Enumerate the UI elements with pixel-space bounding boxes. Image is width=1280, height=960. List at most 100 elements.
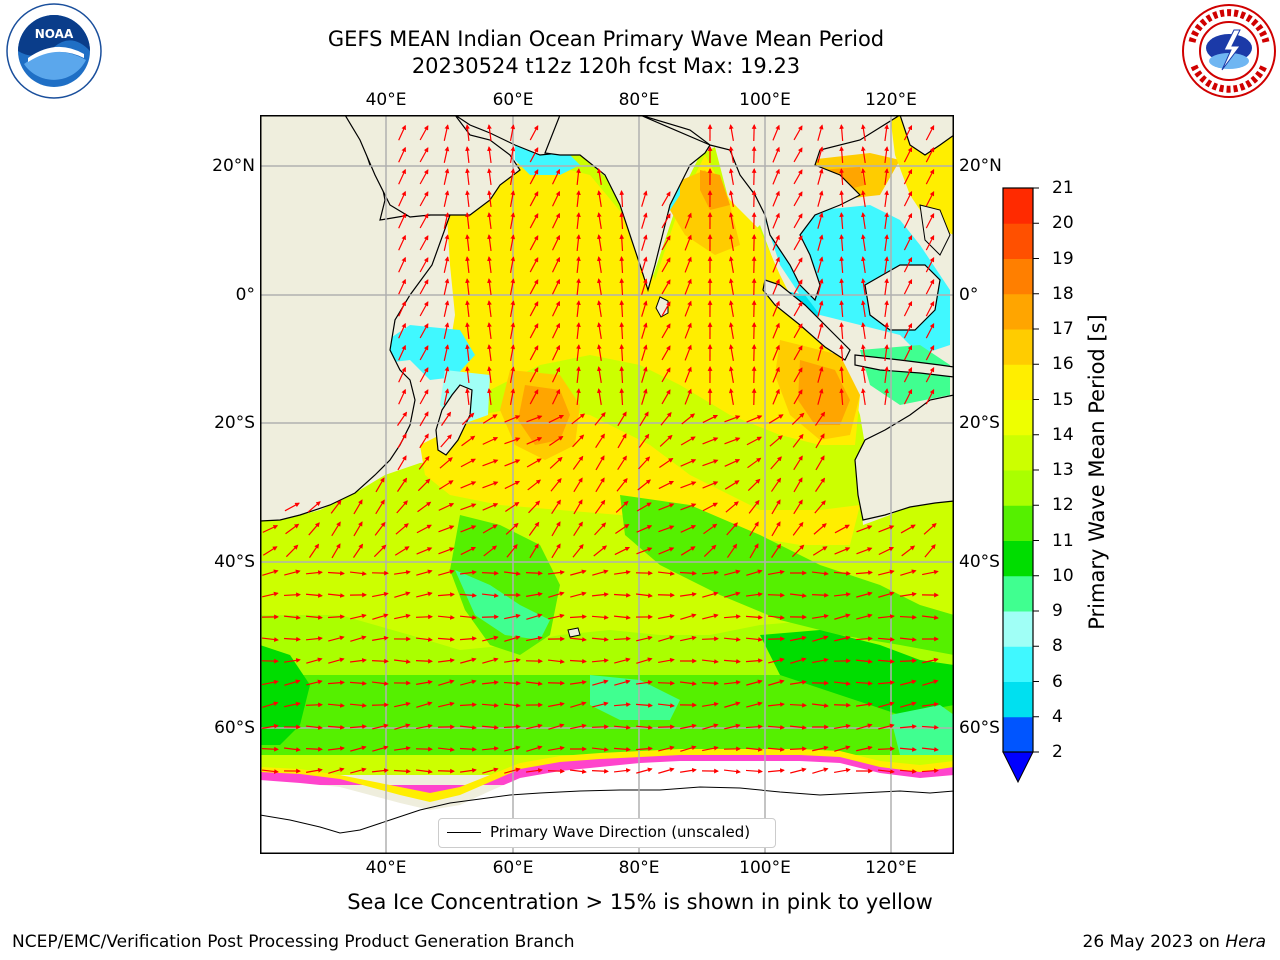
colorbar-tick-label: 6 bbox=[1052, 671, 1063, 692]
wave-arrow bbox=[639, 411, 649, 427]
wave-arrow bbox=[443, 256, 450, 273]
svg-text:NOAA: NOAA bbox=[35, 27, 74, 41]
wave-arrow bbox=[878, 525, 895, 533]
wave-arrow bbox=[641, 234, 648, 251]
wave-arrow bbox=[487, 366, 492, 384]
wave-arrow bbox=[746, 415, 763, 423]
wave-arrow bbox=[728, 388, 734, 405]
wave-arrow bbox=[284, 502, 300, 512]
ocean-field bbox=[380, 325, 475, 380]
wave-arrow bbox=[397, 411, 408, 426]
wave-arrow bbox=[481, 724, 499, 730]
wave-arrow bbox=[551, 168, 561, 185]
wave-arrow bbox=[415, 614, 433, 620]
wave-arrow bbox=[791, 544, 805, 558]
wave-arrow bbox=[487, 344, 492, 362]
wave-arrow bbox=[576, 212, 581, 230]
wave-arrow bbox=[417, 501, 432, 513]
wave-arrow bbox=[877, 659, 895, 664]
wave-arrow bbox=[439, 457, 453, 469]
wave-arrow bbox=[509, 212, 516, 229]
wave-arrow bbox=[509, 168, 516, 185]
colorbar-tick-label: 18 bbox=[1052, 283, 1074, 304]
colorbar-band bbox=[1003, 540, 1033, 577]
wave-arrow bbox=[306, 767, 323, 773]
wave-arrow bbox=[860, 168, 866, 185]
wave-arrow bbox=[884, 168, 889, 186]
wave-arrow bbox=[551, 322, 561, 339]
wave-arrow bbox=[509, 190, 516, 207]
wave-arrow bbox=[834, 613, 851, 620]
wave-arrow bbox=[877, 769, 895, 774]
wave-arrow bbox=[328, 767, 345, 774]
ocean-field bbox=[518, 385, 570, 445]
wave-arrow bbox=[284, 701, 301, 708]
wave-arrow bbox=[771, 499, 781, 515]
wave-arrow bbox=[658, 767, 675, 774]
wave-arrow bbox=[793, 455, 803, 471]
wave-arrow bbox=[375, 477, 385, 493]
wave-arrow bbox=[548, 414, 565, 424]
wave-arrow bbox=[817, 388, 824, 405]
wave-arrow bbox=[547, 570, 565, 575]
wave-arrow bbox=[596, 168, 602, 185]
wave-arrow bbox=[548, 723, 565, 730]
wave-arrow bbox=[571, 413, 586, 425]
wave-arrow bbox=[349, 703, 367, 708]
wave-arrow bbox=[635, 593, 653, 598]
wave-arrow bbox=[465, 256, 470, 274]
wave-arrow bbox=[680, 723, 697, 730]
wave-arrow bbox=[465, 300, 470, 318]
wave-arrow bbox=[702, 591, 719, 598]
wave-arrow bbox=[570, 723, 587, 730]
wave-arrow bbox=[509, 124, 516, 141]
wave-arrow bbox=[596, 212, 602, 229]
wave-arrow bbox=[899, 658, 917, 664]
wave-arrow bbox=[504, 480, 521, 490]
wave-arrow bbox=[283, 592, 301, 598]
wave-arrow bbox=[308, 522, 320, 536]
wave-arrow bbox=[728, 322, 734, 339]
wave-arrow bbox=[438, 525, 455, 533]
wave-arrow bbox=[684, 388, 692, 405]
wave-arrow bbox=[877, 746, 895, 752]
wave-arrow bbox=[551, 543, 561, 559]
colorbar-band bbox=[1003, 188, 1033, 224]
wave-arrow bbox=[767, 702, 785, 707]
wave-arrow bbox=[860, 278, 866, 295]
wave-arrow bbox=[481, 746, 499, 751]
wave-arrow bbox=[416, 524, 432, 534]
wave-arrow bbox=[509, 234, 516, 251]
wave-arrow bbox=[680, 525, 697, 533]
wave-arrow bbox=[925, 301, 935, 317]
colorbar-tick-label: 9 bbox=[1052, 601, 1063, 621]
lon-label-top: 80°E bbox=[618, 90, 660, 110]
wave-arrow bbox=[772, 344, 780, 361]
wave-arrow bbox=[595, 455, 605, 471]
wave-arrow bbox=[504, 415, 521, 423]
wave-arrow bbox=[703, 544, 717, 558]
wave-arrow bbox=[614, 546, 631, 556]
colorbar-band bbox=[1003, 611, 1033, 647]
wave-arrow bbox=[812, 635, 829, 642]
wave-arrow bbox=[353, 543, 364, 558]
wave-arrow bbox=[591, 747, 609, 752]
wave-arrow bbox=[526, 635, 543, 642]
wave-arrow bbox=[443, 146, 450, 163]
wave-arrow bbox=[509, 388, 516, 405]
wave-arrow bbox=[834, 745, 851, 752]
wave-arrow bbox=[487, 322, 492, 340]
wave-arrow bbox=[772, 366, 780, 383]
wave-arrow bbox=[594, 522, 607, 536]
lat-label-right: 20°S bbox=[959, 413, 1000, 433]
map-title: GEFS MEAN Indian Ocean Primary Wave Mean… bbox=[327, 27, 885, 51]
sea-ice-note: Sea Ice Concentration > 15% is shown in … bbox=[347, 890, 933, 914]
wave-arrow bbox=[481, 614, 499, 620]
wave-arrow bbox=[728, 168, 734, 185]
ocean-field bbox=[890, 705, 954, 755]
wave-arrow bbox=[724, 415, 741, 423]
wave-arrow bbox=[487, 256, 492, 274]
wave-arrow bbox=[833, 592, 851, 597]
wave-arrow bbox=[529, 345, 539, 361]
land-kerguelen bbox=[567, 627, 581, 638]
